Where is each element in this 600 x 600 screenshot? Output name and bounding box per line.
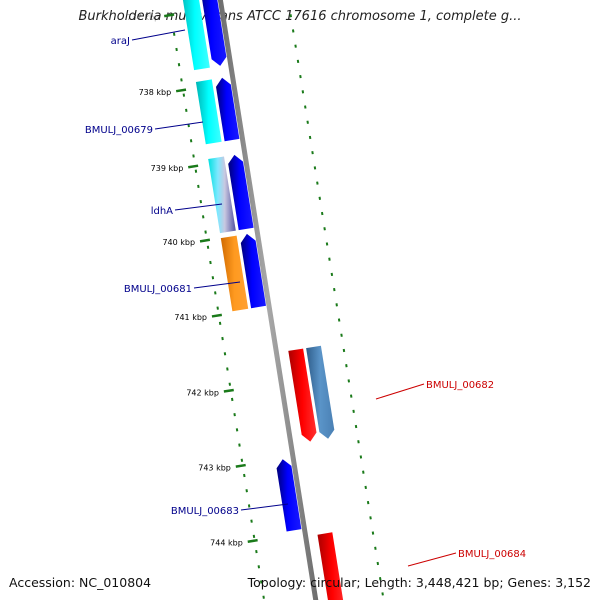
- cds-arrow[interactable]: [228, 154, 254, 231]
- gene-label: BMULJ_00683: [171, 506, 239, 517]
- genome-backbone: [217, 0, 319, 600]
- gene-feature[interactable]: [220, 235, 249, 312]
- left-tick-rail: [172, 32, 265, 599]
- kbp-tick-label: 741 kbp: [174, 313, 207, 322]
- gene-label-group[interactable]: BMULJ_00684: [407, 549, 526, 567]
- cds-arrow[interactable]: [317, 532, 347, 600]
- gene-feature[interactable]: [195, 79, 222, 145]
- kbp-tick-label: 738 kbp: [139, 88, 172, 97]
- gene-label-group[interactable]: araJ: [111, 29, 186, 47]
- gene-label-group[interactable]: BMULJ_00681: [124, 281, 241, 295]
- cds-arrow[interactable]: [276, 459, 302, 532]
- cds-arrow[interactable]: [199, 0, 227, 66]
- topology-summary-text: Topology: circular; Length: 3,448,421 bp…: [247, 575, 591, 590]
- label-leader-line: [375, 383, 425, 400]
- kbp-tick-mark: [164, 13, 175, 18]
- gene-label: araJ: [111, 36, 130, 47]
- gene-label-group[interactable]: ldhA: [151, 203, 223, 217]
- gene-label: BMULJ_00684: [458, 549, 526, 560]
- gene-feature[interactable]: [208, 156, 236, 234]
- label-leader-line: [407, 552, 457, 567]
- gene-label-group[interactable]: BMULJ_00682: [375, 380, 494, 400]
- kbp-tick-mark: [175, 88, 187, 93]
- label-leader-line: [193, 281, 241, 289]
- right-tick-rail: [289, 14, 384, 596]
- label-leader-line: [154, 121, 204, 130]
- kbp-tick-label: 743 kbp: [198, 463, 231, 472]
- kbp-tick-mark: [235, 463, 246, 468]
- accession-text: Accession: NC_010804: [9, 575, 152, 590]
- label-leader-line: [174, 203, 223, 211]
- gene-label-group[interactable]: BMULJ_00679: [85, 121, 204, 136]
- cds-arrow[interactable]: [288, 348, 317, 442]
- kbp-tick-mark: [223, 388, 234, 393]
- gene-label: ldhA: [151, 206, 173, 217]
- kbp-tick-label: 737 kbp: [127, 13, 160, 22]
- kbp-tick-mark: [188, 164, 199, 169]
- cds-arrow[interactable]: [216, 77, 240, 142]
- kbp-tick-label: 742 kbp: [186, 388, 219, 397]
- gene-label: BMULJ_00679: [85, 125, 153, 136]
- label-leader-line: [131, 29, 186, 41]
- kbp-tick-label: 740 kbp: [162, 238, 195, 247]
- cds-arrow[interactable]: [240, 233, 266, 309]
- label-leader-line: [240, 503, 289, 511]
- kbp-tick-mark: [247, 538, 258, 543]
- gene-feature[interactable]: [306, 345, 335, 439]
- kbp-tick-mark: [211, 313, 223, 318]
- kbp-tick-mark: [199, 238, 211, 243]
- gene-label: BMULJ_00681: [124, 284, 192, 295]
- kbp-tick-label: 744 kbp: [210, 538, 243, 547]
- gene-label: BMULJ_00682: [426, 380, 494, 391]
- kbp-tick-label: 739 kbp: [151, 164, 184, 173]
- gene-feature-arajj[interactable]: [180, 0, 210, 71]
- gene-label-group[interactable]: BMULJ_00683: [171, 503, 289, 517]
